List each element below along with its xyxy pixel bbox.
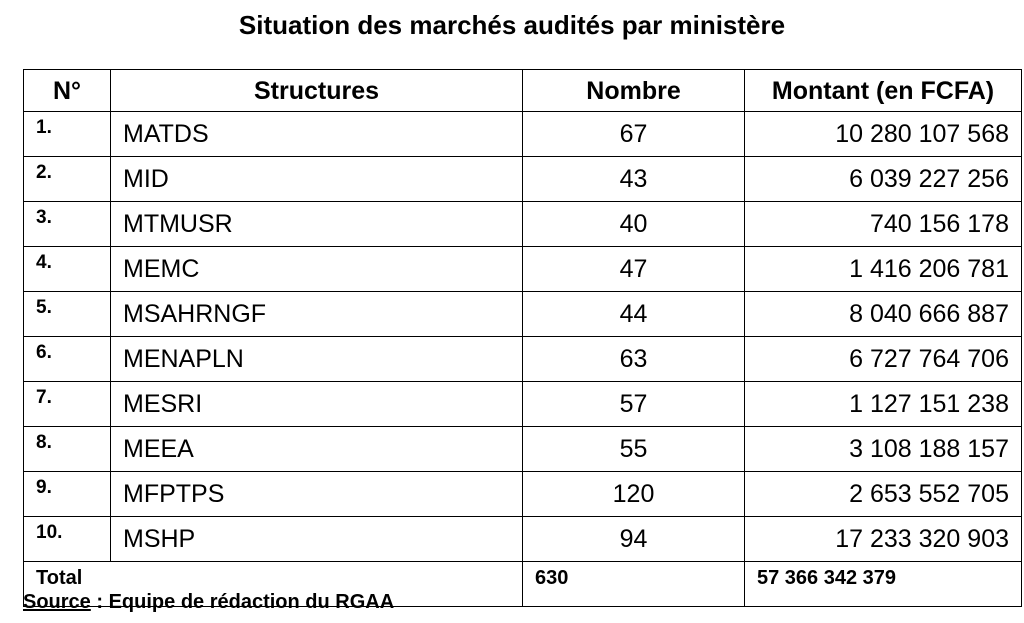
- row-number: 3.: [23, 201, 111, 247]
- table-row: 3. MTMUSR 40 740 156 178: [23, 201, 1022, 247]
- row-nombre: 47: [522, 246, 745, 292]
- row-number: 9.: [23, 471, 111, 517]
- row-montant: 17 233 320 903: [744, 516, 1022, 562]
- header-structures: Structures: [110, 69, 523, 112]
- row-montant: 8 040 666 887: [744, 291, 1022, 337]
- table-row: 10. MSHP 94 17 233 320 903: [23, 516, 1022, 562]
- row-number: 4.: [23, 246, 111, 292]
- row-structure: MFPTPS: [110, 471, 523, 517]
- total-label: Total: [23, 561, 523, 607]
- row-nombre: 67: [522, 111, 745, 157]
- row-structure: MSAHRNGF: [110, 291, 523, 337]
- row-structure: MEMC: [110, 246, 523, 292]
- table-row: 4. MEMC 47 1 416 206 781: [23, 246, 1022, 292]
- row-nombre: 55: [522, 426, 745, 472]
- row-nombre: 40: [522, 201, 745, 247]
- marches-table: N° Structures Nombre Montant (en FCFA) 1…: [23, 69, 1022, 607]
- row-nombre: 44: [522, 291, 745, 337]
- row-number: 10.: [23, 516, 111, 562]
- row-montant: 1 416 206 781: [744, 246, 1022, 292]
- row-montant: 3 108 188 157: [744, 426, 1022, 472]
- source-text: : Equipe de rédaction du RGAA: [90, 591, 395, 613]
- row-number: 8.: [23, 426, 111, 472]
- row-number: 5.: [23, 291, 111, 337]
- page-title: Situation des marchés audités par minist…: [238, 10, 786, 40]
- row-number: 1.: [23, 111, 111, 157]
- row-nombre: 57: [522, 381, 745, 427]
- table-row: 7. MESRI 57 1 127 151 238: [23, 381, 1022, 427]
- header-montant: Montant (en FCFA): [744, 69, 1022, 112]
- row-number: 2.: [23, 156, 111, 202]
- table-row: 2. MID 43 6 039 227 256: [23, 156, 1022, 202]
- row-montant: 740 156 178: [744, 201, 1022, 247]
- row-montant: 10 280 107 568: [744, 111, 1022, 157]
- row-nombre: 94: [522, 516, 745, 562]
- row-montant: 6 727 764 706: [744, 336, 1022, 382]
- header-num: N°: [23, 69, 111, 112]
- row-structure: MID: [110, 156, 523, 202]
- table-header-row: N° Structures Nombre Montant (en FCFA): [23, 69, 1022, 112]
- total-row: Total 630 57 366 342 379: [23, 561, 1022, 607]
- row-number: 6.: [23, 336, 111, 382]
- row-montant: 6 039 227 256: [744, 156, 1022, 202]
- total-nombre: 630: [522, 561, 745, 607]
- row-number: 7.: [23, 381, 111, 427]
- row-nombre: 63: [522, 336, 745, 382]
- table-row: 8. MEEA 55 3 108 188 157: [23, 426, 1022, 472]
- row-structure: MTMUSR: [110, 201, 523, 247]
- row-structure: MENAPLN: [110, 336, 523, 382]
- row-montant: 1 127 151 238: [744, 381, 1022, 427]
- header-nombre: Nombre: [522, 69, 745, 112]
- row-structure: MESRI: [110, 381, 523, 427]
- table-row: 5. MSAHRNGF 44 8 040 666 887: [23, 291, 1022, 337]
- table-row: 9. MFPTPS 120 2 653 552 705: [23, 471, 1022, 517]
- table-row: 6. MENAPLN 63 6 727 764 706: [23, 336, 1022, 382]
- total-montant: 57 366 342 379: [744, 561, 1022, 607]
- row-structure: MSHP: [110, 516, 523, 562]
- source-label: Source: [23, 591, 91, 613]
- row-structure: MATDS: [110, 111, 523, 157]
- row-nombre: 43: [522, 156, 745, 202]
- row-nombre: 120: [522, 471, 745, 517]
- table-row: 1. MATDS 67 10 280 107 568: [23, 111, 1022, 157]
- row-montant: 2 653 552 705: [744, 471, 1022, 517]
- row-structure: MEEA: [110, 426, 523, 472]
- source-note: Source : Equipe de rédaction du RGAA: [23, 590, 394, 614]
